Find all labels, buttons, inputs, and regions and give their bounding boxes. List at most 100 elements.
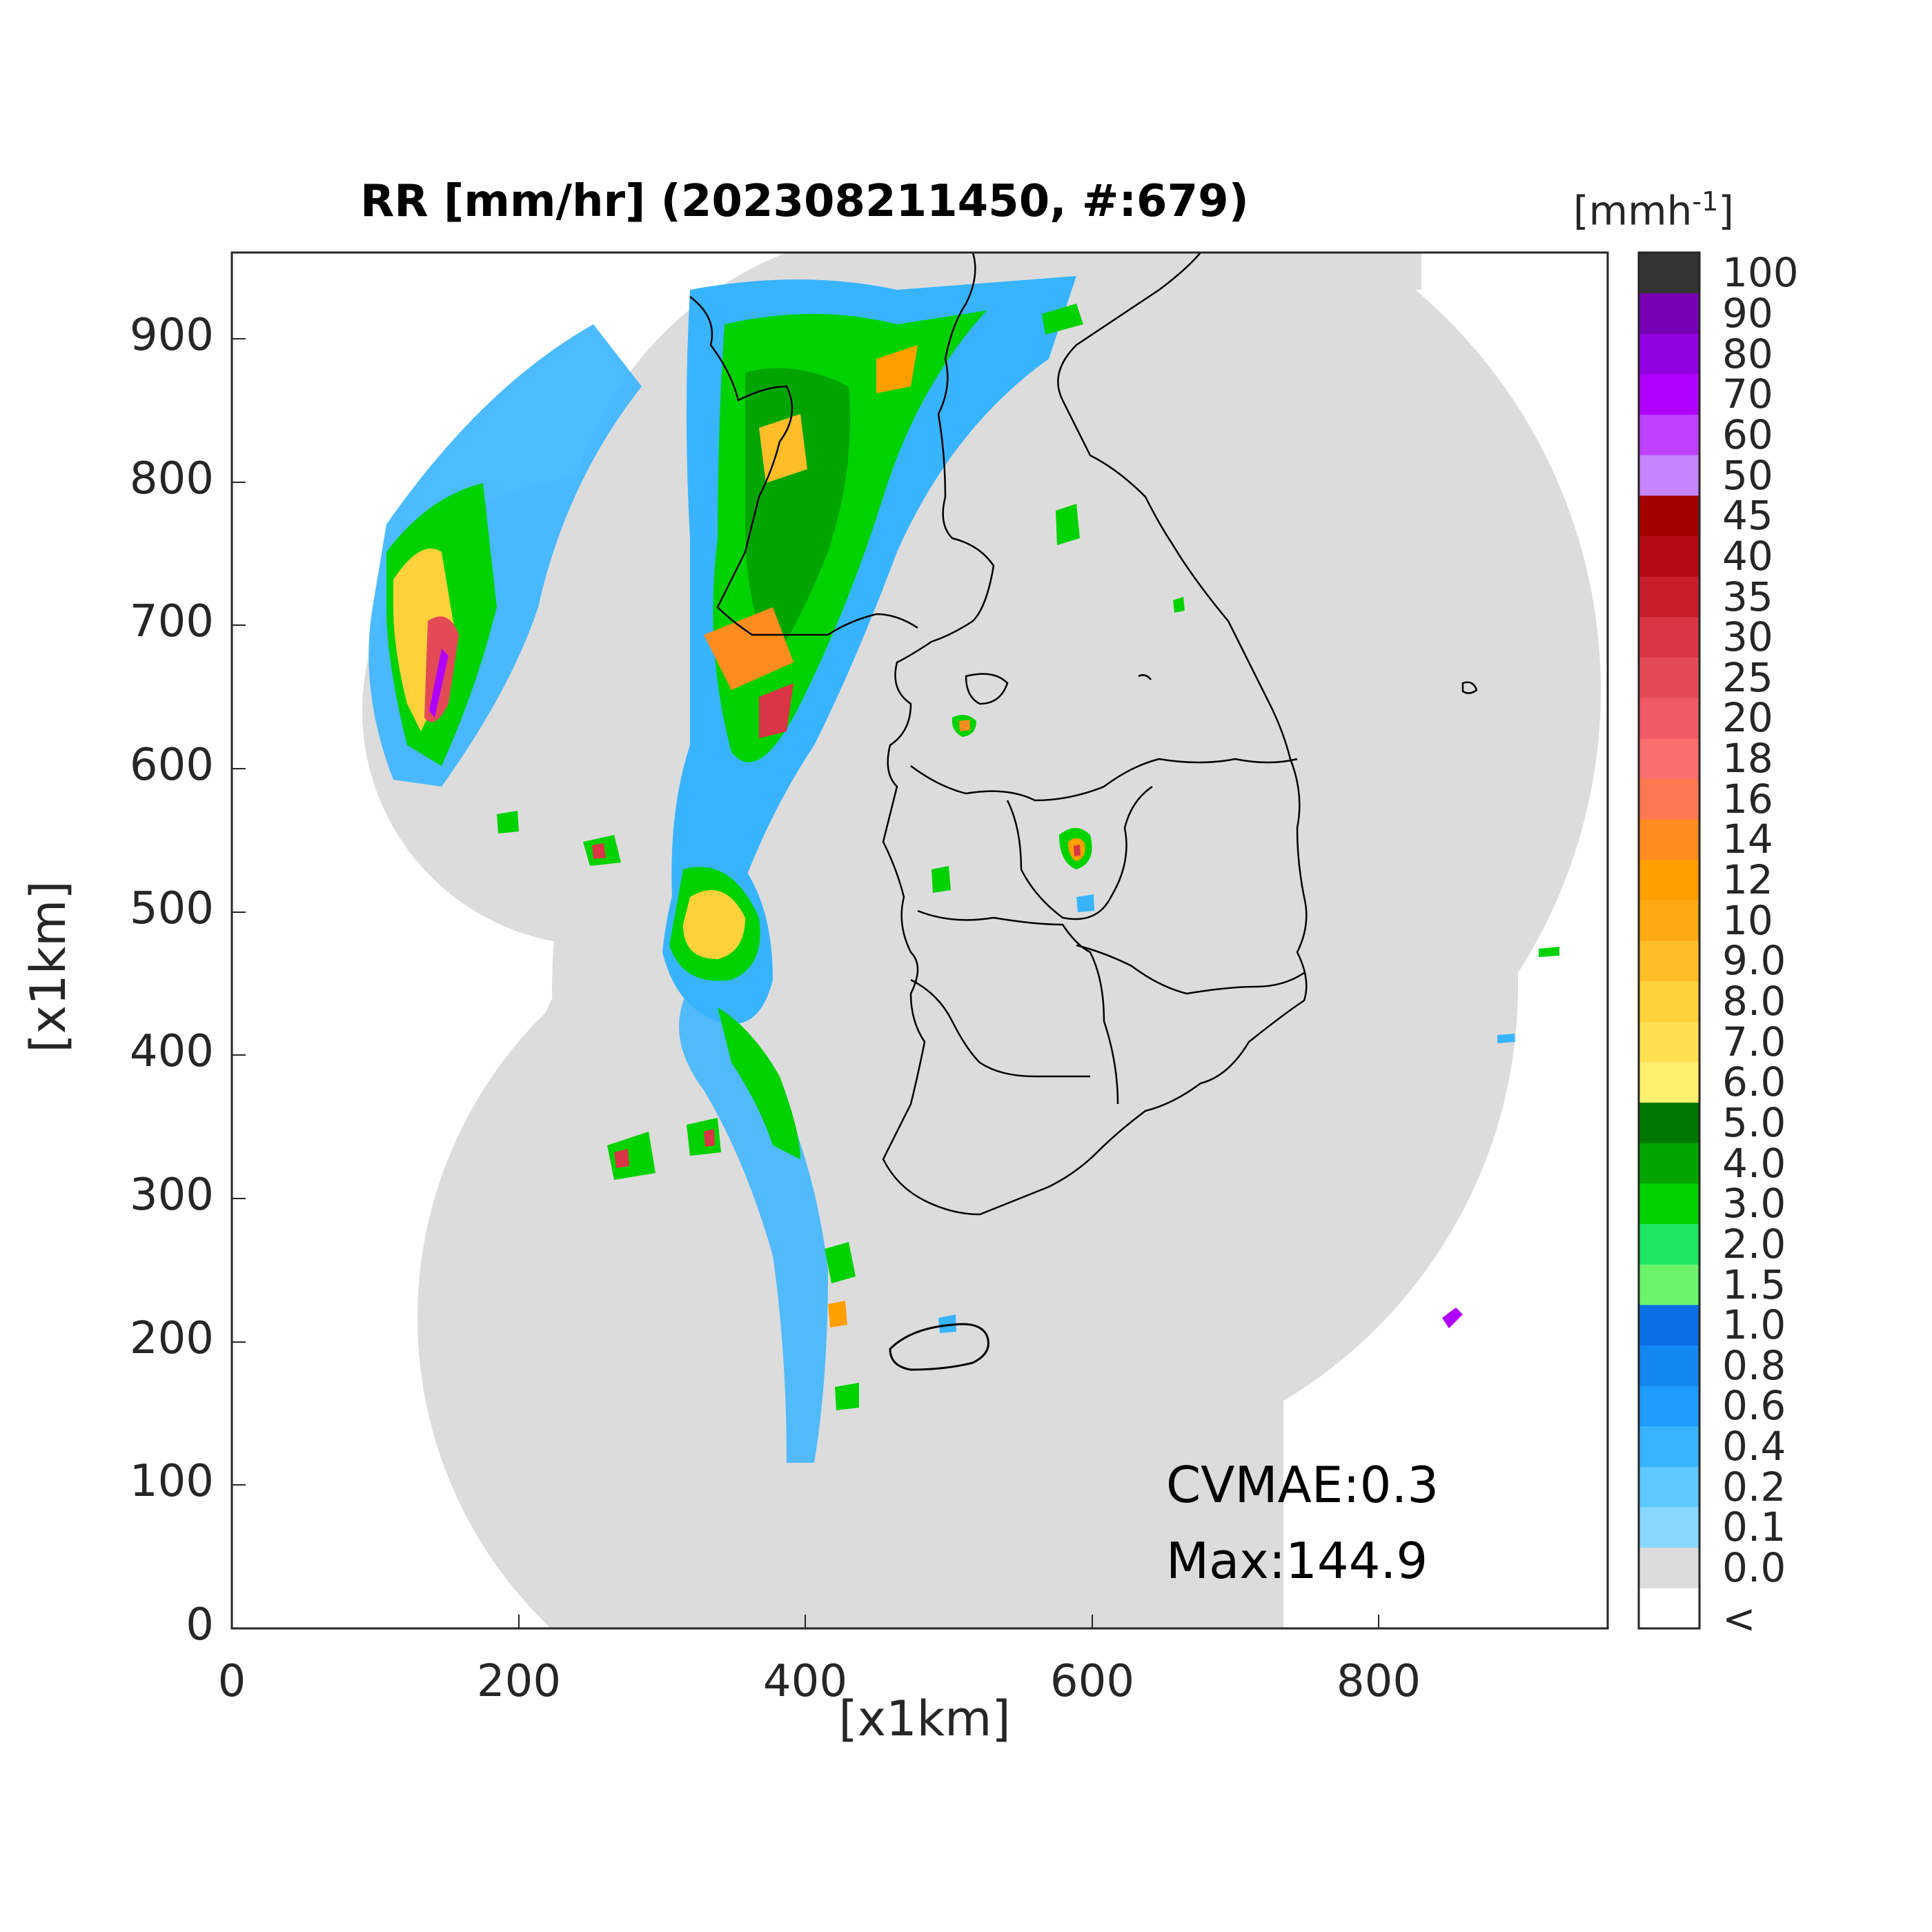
colorbar-tick-label: 9.0 [1722,937,1786,985]
colorbar-swatch [1639,616,1699,658]
colorbar-swatch [1639,1061,1699,1103]
colorbar-tick-label: 0.0 [1722,1544,1786,1592]
colorbar-tick-label: 14 [1722,816,1773,863]
colorbar-tick-label: 30 [1722,613,1773,661]
colorbar-tick-label: 12 [1722,856,1773,904]
colorbar-tick-label: 0.1 [1722,1504,1786,1551]
colorbar-swatch [1639,1345,1699,1386]
colorbar-unit-exponent: -1 [1692,186,1719,217]
map-plot-area [362,253,1601,1628]
colorbar-tick-label: 45 [1722,492,1773,540]
x-tick-label: 0 [217,1656,246,1707]
colorbar-tick-label: 80 [1722,330,1773,377]
colorbar-tick-label: 16 [1722,775,1773,822]
colorbar-swatch [1639,1507,1699,1548]
colorbar-swatch [1639,1264,1699,1305]
colorbar-tick-label: 0.8 [1722,1341,1786,1389]
cvmae-annotation: CVMAE:0.3 [1166,1456,1439,1514]
colorbar-swatch [1639,293,1699,334]
colorbar-tick-label: 35 [1722,573,1773,620]
colorbar-swatch [1639,333,1699,375]
x-tick-label: 800 [1336,1656,1421,1707]
colorbar-swatch [1639,859,1699,900]
axis-tick-marks [231,338,1379,1629]
colorbar-swatch [1639,940,1699,982]
colorbar-tick-label: 4.0 [1722,1139,1786,1187]
y-tick-label: 600 [129,740,214,791]
colorbar-swatch [1639,576,1699,618]
y-tick-label: 200 [129,1313,214,1364]
colorbar-tick-label: 25 [1722,653,1773,701]
colorbar-swatch [1639,1466,1699,1508]
colorbar-swatch [1639,1143,1699,1184]
colorbar-tick-label: 40 [1722,532,1773,580]
y-tick-label: 800 [129,453,214,504]
colorbar-tick-label: 20 [1722,694,1773,742]
colorbar-swatch [1639,373,1699,415]
colorbar-tick-label: 0.2 [1722,1463,1786,1510]
colorbar-tick-label: 10 [1722,896,1773,944]
x-axis-label: [x1km] [838,1690,1011,1747]
colorbar-swatch [1639,535,1699,577]
colorbar-swatch [1639,253,1699,294]
colorbar-tick-label: < [1722,1595,1756,1642]
colorbar-tick-label: 0.4 [1722,1423,1786,1470]
colorbar-tick-label: 6.0 [1722,1058,1786,1106]
y-tick-label: 0 [186,1599,214,1650]
colorbar-swatch [1639,1547,1699,1588]
y-tick-label: 400 [129,1026,214,1077]
colorbar-swatch [1639,1588,1699,1629]
x-tick-label: 600 [1049,1656,1135,1707]
colorbar-tick-label: 0.6 [1722,1382,1786,1430]
colorbar-tick-label: 18 [1722,735,1773,782]
colorbar-swatch [1639,819,1699,860]
colorbar-tick-label: 100 [1722,249,1799,297]
chart-title: RR [mm/hr] (202308211450, #:679) [360,176,1249,227]
colorbar-tick-label: 1.0 [1722,1301,1786,1349]
coastline-borders [689,253,1478,1371]
y-tick-label: 300 [129,1170,214,1221]
y-tick-label: 900 [129,310,214,361]
colorbar-tick-label: 50 [1722,451,1773,499]
colorbar-tick-label: 2.0 [1722,1220,1786,1268]
x-tick-label: 400 [762,1656,848,1707]
colorbar-swatch [1639,980,1699,1022]
colorbar-tick-label: 90 [1722,289,1773,337]
colorbar-swatch [1639,1102,1699,1143]
colorbar-swatch [1639,455,1699,496]
colorbar-swatch [1639,698,1699,739]
colorbar-swatch [1639,1183,1699,1225]
colorbar-unit-label: [mmh-1] [1573,186,1734,234]
colorbar-unit-text: [mmh [1573,187,1693,235]
y-tick-label: 700 [129,596,214,647]
precipitation-cells [368,276,1559,1463]
colorbar-tick-label: 5.0 [1722,1098,1786,1146]
colorbar-swatch [1639,738,1699,779]
colorbar-tick-label: 1.5 [1722,1261,1786,1308]
colorbar-tick-label: 7.0 [1722,1018,1786,1065]
y-axis-label: [x1km] [20,880,77,1053]
colorbar-swatch [1639,1386,1699,1427]
colorbar-swatch [1639,1021,1699,1063]
colorbar-tick-label: 60 [1722,411,1773,458]
colorbar-tick-label: 8.0 [1722,977,1786,1025]
x-tick-label: 200 [476,1656,562,1707]
colorbar-swatch [1639,1223,1699,1265]
jeju-island-outline [889,1323,989,1371]
y-tick-label: 500 [129,883,214,934]
colorbar-swatch [1639,657,1699,698]
max-annotation: Max:144.9 [1166,1532,1428,1590]
colorbar [1637,251,1701,1630]
colorbar-tick-label: 3.0 [1722,1180,1786,1228]
colorbar-swatch [1639,778,1699,820]
colorbar-unit-close: ] [1718,187,1734,235]
colorbar-swatch [1639,414,1699,455]
colorbar-swatch [1639,900,1699,941]
plot-axes-frame [230,251,1609,1630]
colorbar-frame [1637,251,1701,1630]
colorbar-swatch [1639,495,1699,537]
colorbar-tick-label: 70 [1722,371,1773,418]
y-tick-label: 100 [129,1456,214,1507]
colorbar-swatch [1639,1304,1699,1346]
